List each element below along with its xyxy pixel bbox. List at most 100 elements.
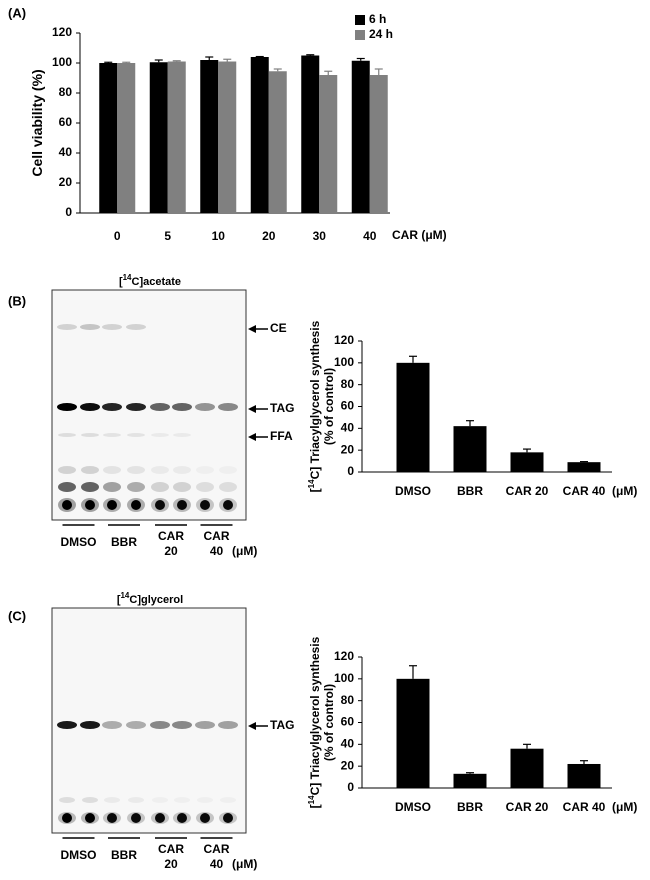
blot-spot [197,797,213,803]
y-tick-label: 80 [341,377,355,391]
blot-spot [126,721,146,729]
blot-spot [57,403,77,411]
blot-spot [127,482,145,492]
y-tick-label: 100 [334,671,354,685]
x-tick-label: CAR 40 [563,800,606,814]
panel-label: (A) [8,5,26,20]
lane-label: 40 [210,544,224,558]
blot-spot [107,813,117,823]
blot-spot [177,500,187,510]
blot-spot [200,813,210,823]
blot-spot [81,482,99,492]
legend-label: 24 h [369,27,393,41]
band-arrowhead [248,433,256,441]
bar [319,75,338,213]
blot-spot [131,500,141,510]
band-label: CE [270,321,287,335]
band-label: TAG [270,718,294,732]
y-axis-label-part: 14 [307,479,316,488]
blot-spot [195,721,215,729]
blot-spot [126,324,146,330]
lane-unit: (μM) [232,544,257,558]
blot-spot [152,797,168,803]
lane-label: CAR [158,529,184,543]
blot-spot [200,500,210,510]
blot-spot [62,813,72,823]
bar [567,763,601,788]
y-tick-label: 0 [347,464,354,478]
blot-spot [59,797,75,803]
y-tick-label: 20 [59,175,73,189]
blot-spot [219,466,237,474]
y-tick-label: 40 [341,737,355,751]
y-axis-label-part: [ [308,488,322,492]
y-tick-label: 0 [347,780,354,794]
blot-spot [218,721,238,729]
band-label: FFA [270,429,293,443]
y-tick-label: 40 [59,145,73,159]
y-tick-label: 0 [65,205,72,219]
bar [369,75,388,213]
bar [167,61,186,213]
blot-frame [51,607,247,834]
blot-spot [80,403,100,411]
blot-spot [85,500,95,510]
blot-spot [104,797,120,803]
blot-title-part: [ [119,276,123,288]
blot-spot [223,500,233,510]
bar [99,63,118,213]
y-tick-label: 60 [341,715,355,729]
y-tick-label: 100 [334,355,354,369]
blot-spot [219,482,237,492]
y-axis-label: Cell viability (%) [29,69,45,176]
blot-spot [80,324,100,330]
y-tick-label: 120 [334,649,354,663]
blot-spot [58,466,76,474]
blot-title-part: 14 [120,591,129,600]
blot-spot [81,466,99,474]
blot-spot [223,813,233,823]
blot-spot [151,466,169,474]
blot-spot [107,500,117,510]
y-tick-label: 20 [341,758,355,772]
lane-unit: (μM) [232,857,257,871]
bar [396,678,430,788]
x-axis-label: (μM) [612,800,637,814]
bar [510,452,544,472]
x-axis-label: (μM) [612,484,637,498]
blot-spot [82,797,98,803]
blot-spot [150,403,170,411]
bar [268,71,287,213]
bar [453,773,487,788]
lane-label: CAR [204,529,230,543]
blot-spot [172,403,192,411]
blot-title-part: [ [117,594,121,606]
bar [250,57,269,213]
y-axis-label: [14C] Triacylglycerol synthesis [307,320,322,492]
lane-label: 20 [164,544,178,558]
blot-spot [218,403,238,411]
lane-label: DMSO [61,535,97,549]
blot-title: [14C]acetate [119,273,181,288]
bar [351,60,370,213]
blot-spot [196,482,214,492]
y-axis-label-part: 14 [307,795,316,804]
x-tick-label: BBR [457,800,483,814]
blot-spot [173,466,191,474]
blot-spot [150,721,170,729]
blot-spot [151,433,169,437]
x-tick-label: CAR 20 [506,484,549,498]
lane-label: 20 [164,857,178,871]
bar [301,55,320,213]
blot-frame [51,289,247,521]
y-tick-label: 80 [341,693,355,707]
y-tick-label: 20 [341,442,355,456]
x-tick-label: CAR 20 [506,800,549,814]
y-tick-label: 120 [334,333,354,347]
blot-spot [220,797,236,803]
y-tick-label: 80 [59,85,73,99]
blot-spot [58,482,76,492]
x-tick-label: 10 [212,229,226,243]
blot-title: [14C]glycerol [117,591,183,606]
